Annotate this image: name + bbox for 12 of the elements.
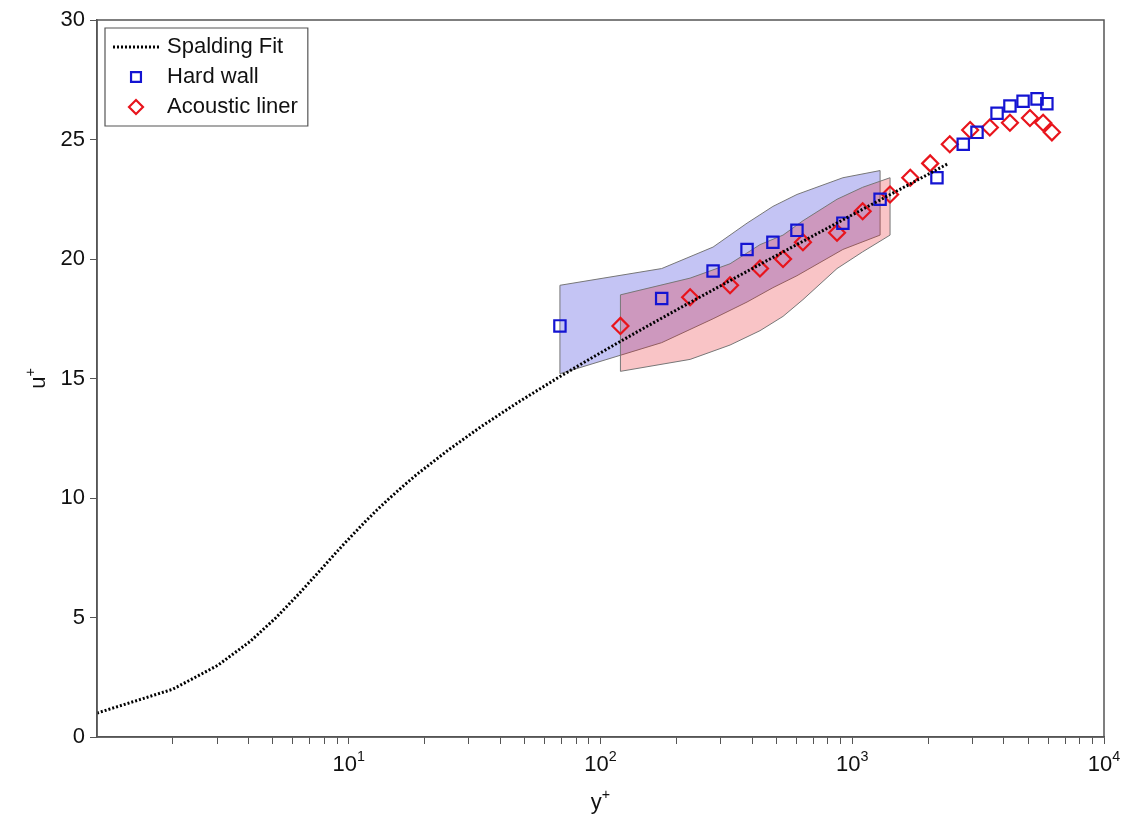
y-tick-label: 30 (60, 6, 85, 32)
x-axis-title: y+ (590, 786, 611, 814)
legend-label: Acoustic liner (167, 93, 298, 119)
legend-label: Spalding Fit (167, 33, 284, 59)
y-tick-label: 10 (60, 484, 85, 510)
y-tick-label: 15 (60, 364, 85, 390)
y-tick-label: 5 (72, 603, 85, 629)
y-tick-label: 0 (72, 723, 85, 749)
y-axis-title: u+ (22, 368, 50, 389)
y-tick-label: 25 (60, 125, 85, 151)
y-tick-label: 20 (60, 245, 85, 271)
legend-label: Hard wall (167, 63, 259, 89)
